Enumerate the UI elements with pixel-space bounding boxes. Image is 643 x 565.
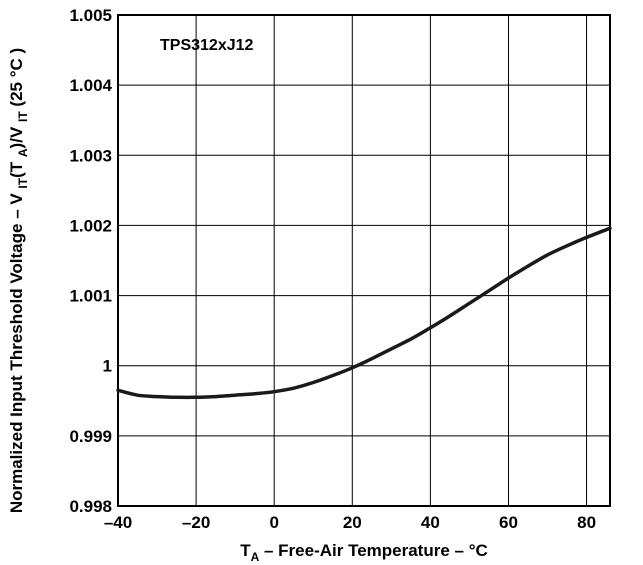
x-tick-label: 0 (269, 513, 278, 532)
y-tick-label: 1.001 (69, 287, 112, 306)
x-axis-label: TA – Free-Air Temperature – °C (240, 541, 488, 564)
x-tick-label: –20 (182, 513, 210, 532)
y-label-part1: Normalized Input Threshold Voltage – V (7, 189, 26, 514)
y-label-sub2: A (16, 148, 30, 157)
y-tick-label: 1.005 (69, 6, 112, 25)
x-label-subscript: A (251, 550, 260, 564)
y-tick-label: 1.003 (69, 146, 112, 165)
y-tick-label: 1.004 (69, 76, 112, 95)
y-tick-label: 0.998 (69, 497, 112, 516)
x-label-main: T (240, 541, 251, 560)
x-tick-label: 40 (421, 513, 440, 532)
y-tick-label: 1.002 (69, 216, 112, 235)
grid-lines (117, 14, 610, 507)
series-line (116, 226, 612, 400)
x-tick-label: 20 (343, 513, 362, 532)
y-label-part4: (25 °C ) (7, 48, 26, 111)
y-axis-label: Normalized Input Threshold Voltage – V I… (7, 48, 30, 513)
y-label-sub3: IT (16, 111, 30, 122)
x-tick-label: 80 (577, 513, 596, 532)
y-tick-labels: 0.998 0.999 1 1.001 1.002 1.003 1.004 1.005 (69, 6, 112, 516)
x-label-rest: – Free-Air Temperature – °C (259, 541, 488, 560)
y-tick-label: 1 (103, 357, 112, 376)
device-annotation: TPS312xJ12 (160, 37, 254, 54)
x-tick-label: 60 (499, 513, 518, 532)
y-label-sub1: IT (16, 177, 30, 188)
y-label-part2: (T (7, 157, 26, 178)
plot-frame (117, 14, 611, 507)
y-tick-label: 0.999 (69, 427, 112, 446)
y-label-part3: )/V (7, 122, 26, 148)
x-tick-labels: –40 –20 0 20 40 60 80 (104, 513, 596, 532)
x-tick-label: –40 (104, 513, 132, 532)
